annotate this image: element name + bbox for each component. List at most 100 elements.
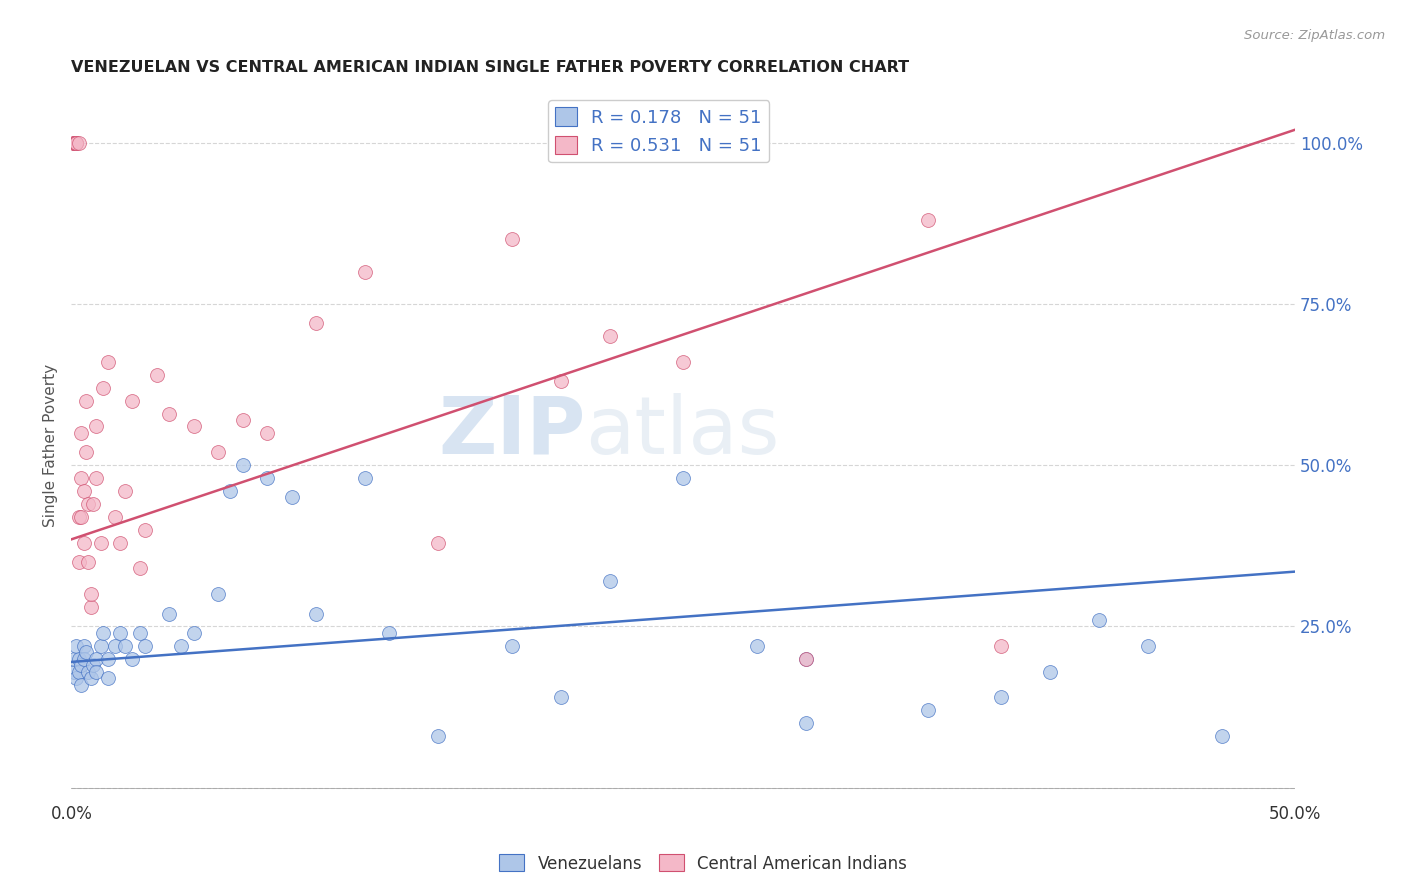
Point — [80, 671, 103, 685]
Point — [82, 658, 104, 673]
Point — [97, 651, 120, 665]
Text: ZIP: ZIP — [439, 392, 585, 471]
Point — [65, 136, 87, 150]
Point — [65, 639, 87, 653]
Point — [128, 626, 150, 640]
Legend: Venezuelans, Central American Indians: Venezuelans, Central American Indians — [492, 847, 914, 880]
Point — [62, 651, 84, 665]
Point — [67, 555, 90, 569]
Point — [207, 445, 229, 459]
Point — [84, 651, 107, 665]
Point — [65, 671, 87, 685]
Point — [256, 425, 278, 440]
Point — [280, 491, 302, 505]
Point — [672, 471, 695, 485]
Point — [501, 232, 523, 246]
Point — [91, 626, 114, 640]
Point — [97, 671, 120, 685]
Point — [183, 419, 205, 434]
Point — [427, 535, 450, 549]
Point — [232, 458, 254, 473]
Point — [72, 639, 94, 653]
Point — [67, 509, 90, 524]
Point — [990, 690, 1012, 705]
Point — [62, 136, 84, 150]
Point — [84, 419, 107, 434]
Point — [75, 445, 97, 459]
Point — [599, 329, 621, 343]
Point — [1039, 665, 1062, 679]
Point — [90, 535, 112, 549]
Point — [82, 497, 104, 511]
Point — [67, 665, 90, 679]
Point — [65, 136, 87, 150]
Point — [917, 213, 939, 227]
Y-axis label: Single Father Poverty: Single Father Poverty — [44, 364, 58, 527]
Point — [219, 483, 242, 498]
Point — [77, 497, 100, 511]
Point — [110, 626, 132, 640]
Point — [72, 535, 94, 549]
Point — [77, 555, 100, 569]
Point — [121, 651, 143, 665]
Point — [232, 413, 254, 427]
Point — [114, 483, 136, 498]
Point — [794, 716, 817, 731]
Point — [128, 561, 150, 575]
Point — [62, 136, 84, 150]
Text: Source: ZipAtlas.com: Source: ZipAtlas.com — [1244, 29, 1385, 43]
Point — [80, 587, 103, 601]
Point — [256, 471, 278, 485]
Point — [62, 665, 84, 679]
Point — [84, 665, 107, 679]
Point — [550, 374, 572, 388]
Point — [146, 368, 169, 382]
Point — [90, 639, 112, 653]
Point — [305, 316, 328, 330]
Point — [134, 639, 156, 653]
Point — [80, 600, 103, 615]
Point — [672, 355, 695, 369]
Point — [427, 729, 450, 743]
Point — [104, 639, 127, 653]
Point — [75, 393, 97, 408]
Point — [354, 471, 377, 485]
Point — [65, 136, 87, 150]
Point — [72, 651, 94, 665]
Point — [501, 639, 523, 653]
Point — [62, 136, 84, 150]
Point — [599, 574, 621, 589]
Point — [794, 651, 817, 665]
Point — [990, 639, 1012, 653]
Point — [157, 407, 180, 421]
Point — [104, 509, 127, 524]
Point — [70, 677, 93, 691]
Point — [550, 690, 572, 705]
Point — [157, 607, 180, 621]
Point — [170, 639, 193, 653]
Point — [110, 535, 132, 549]
Point — [91, 381, 114, 395]
Point — [97, 355, 120, 369]
Point — [121, 393, 143, 408]
Point — [745, 639, 768, 653]
Point — [114, 639, 136, 653]
Point — [84, 471, 107, 485]
Point — [183, 626, 205, 640]
Point — [134, 523, 156, 537]
Point — [75, 645, 97, 659]
Point — [70, 509, 93, 524]
Point — [378, 626, 401, 640]
Point — [207, 587, 229, 601]
Legend: R = 0.178   N = 51, R = 0.531   N = 51: R = 0.178 N = 51, R = 0.531 N = 51 — [548, 100, 769, 162]
Point — [354, 265, 377, 279]
Point — [72, 483, 94, 498]
Point — [305, 607, 328, 621]
Point — [917, 703, 939, 717]
Point — [70, 658, 93, 673]
Point — [67, 136, 90, 150]
Point — [65, 136, 87, 150]
Point — [1137, 639, 1160, 653]
Point — [1088, 613, 1111, 627]
Point — [70, 471, 93, 485]
